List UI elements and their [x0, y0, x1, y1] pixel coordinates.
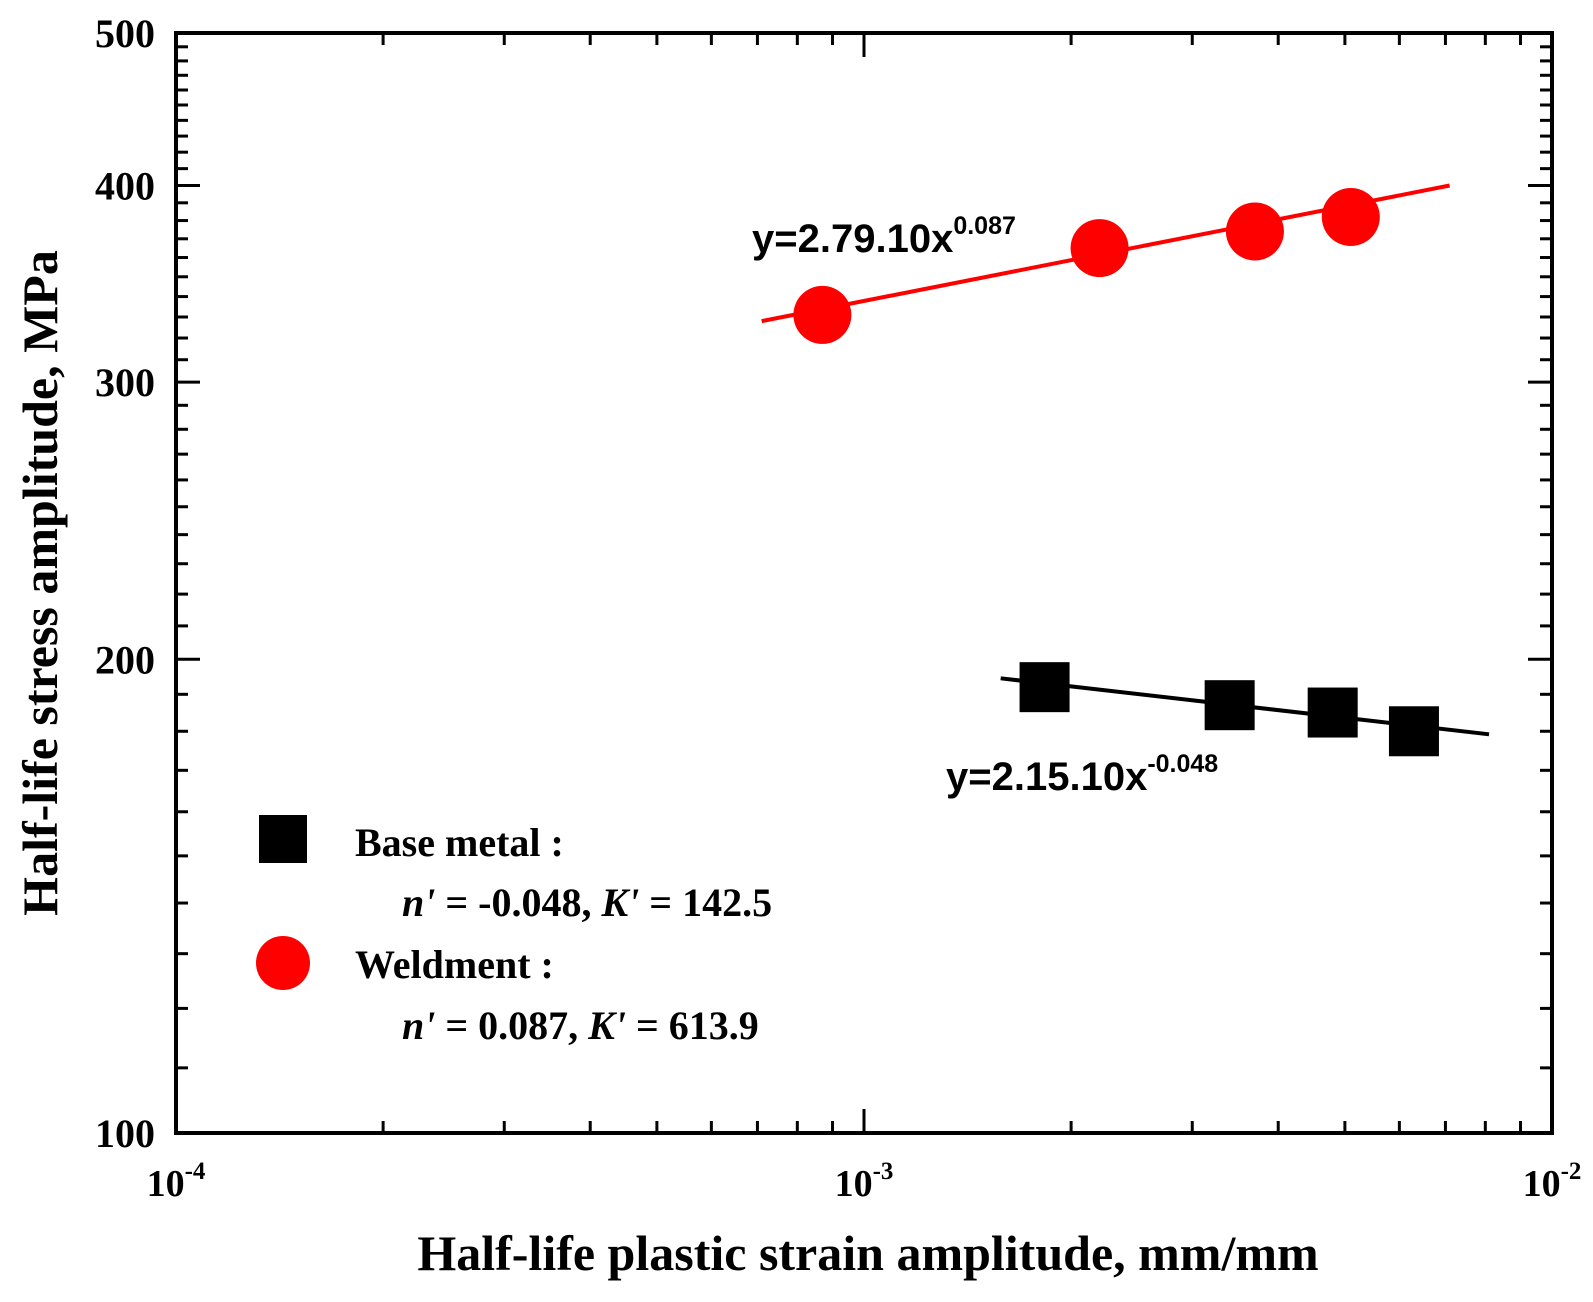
equation-base-metal: y=2.15.10x-0.048 — [946, 750, 1218, 799]
minor-ticks — [176, 33, 1552, 1133]
base-metal-point — [1019, 662, 1070, 713]
x-tick-label: 10-3 — [835, 1158, 894, 1205]
x-axis-label: Half-life plastic strain amplitude, mm/m… — [417, 1225, 1318, 1281]
legend-base-metal-title: Base metal : — [355, 820, 564, 865]
y-axis-label: Half-life stress amplitude, MPa — [12, 250, 68, 916]
x-tick-label: 10-4 — [147, 1158, 206, 1205]
legend-circle-marker — [256, 936, 310, 990]
y-tick-label: 400 — [95, 164, 155, 209]
weldment-point — [1225, 202, 1284, 261]
y-tick-labels: 100 200 300 400 500 — [95, 11, 155, 1156]
legend-base-metal-params: n' = -0.048, K' = 142.5 — [402, 880, 772, 925]
base-metal-point — [1204, 680, 1255, 731]
y-tick-label: 300 — [95, 360, 155, 405]
legend: Base metal : n' = -0.048, K' = 142.5 Wel… — [256, 815, 772, 1048]
legend-weldment-params: n' = 0.087, K' = 613.9 — [402, 1003, 759, 1048]
y-tick-label: 200 — [95, 637, 155, 682]
fit-lines — [761, 183, 1490, 737]
y-tick-label: 100 — [95, 1111, 155, 1156]
y-tick-label: 500 — [95, 11, 155, 56]
legend-square-marker — [259, 815, 307, 863]
base-metal-point — [1388, 706, 1439, 757]
x-tick-label: 10-2 — [1523, 1158, 1582, 1205]
major-ticks — [174, 31, 1554, 1135]
base-metal-point — [1307, 687, 1358, 738]
weldment-point — [1070, 219, 1129, 278]
weldment-point — [1321, 187, 1380, 246]
weldment-point — [793, 285, 852, 344]
markers — [793, 187, 1439, 757]
equation-weldment: y=2.79.10x0.087 — [752, 212, 1016, 261]
x-tick-labels: 10-4 10-3 10-2 — [147, 1158, 1582, 1205]
legend-weldment-title: Weldment : — [355, 942, 554, 987]
